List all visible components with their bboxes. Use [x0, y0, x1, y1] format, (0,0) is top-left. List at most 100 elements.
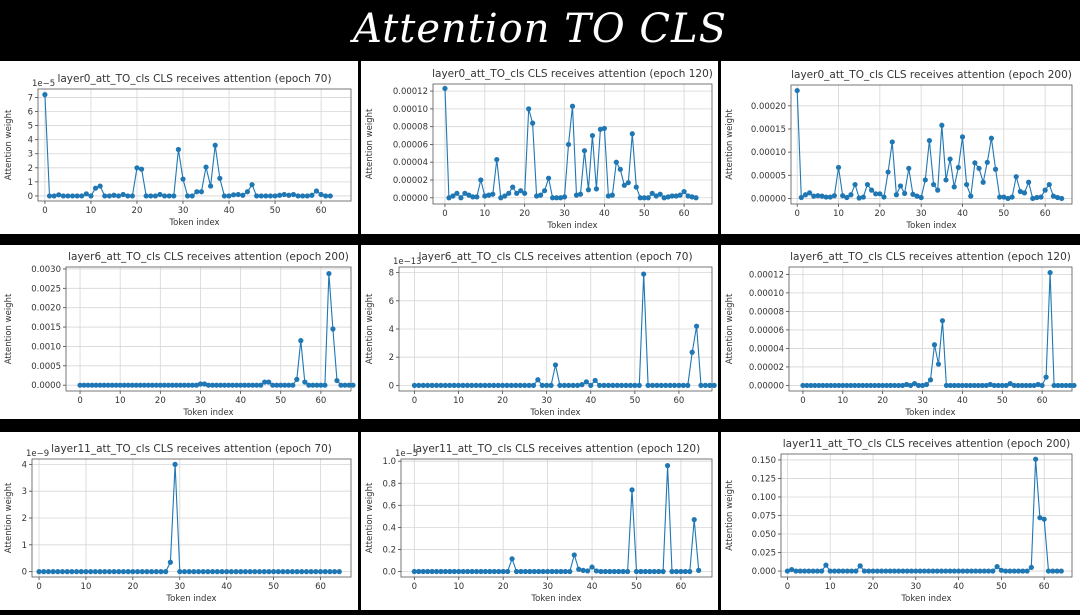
data-point — [129, 382, 135, 388]
data-point — [531, 568, 537, 575]
data-point — [627, 382, 634, 388]
data-point — [926, 137, 933, 144]
data-point — [1017, 188, 1023, 195]
data-point — [451, 568, 457, 575]
x-tick-label: 10 — [115, 396, 126, 406]
data-point — [864, 382, 870, 389]
y-tick-label: 0.8 — [382, 479, 396, 489]
data-point — [913, 568, 919, 574]
data-point — [274, 382, 280, 388]
data-point — [125, 569, 131, 575]
data-point — [991, 382, 997, 389]
y-tick-label: 0.0000 — [31, 381, 61, 391]
data-point — [210, 569, 216, 575]
data-point — [157, 382, 163, 388]
data-point — [69, 569, 75, 575]
data-point — [1023, 382, 1029, 389]
data-point — [438, 382, 444, 388]
data-point — [486, 382, 492, 388]
data-point — [794, 87, 800, 94]
y-tick-label: 4 — [389, 325, 394, 335]
data-point — [819, 568, 825, 574]
x-tick-label: 40 — [235, 396, 246, 406]
data-point — [205, 569, 211, 575]
data-point — [994, 564, 1000, 570]
data-point — [536, 568, 542, 575]
x-tick-label: 60 — [315, 396, 326, 406]
data-point — [197, 381, 204, 387]
data-point — [181, 382, 188, 388]
data-point — [943, 568, 949, 574]
x-tick-label: 0 — [77, 396, 82, 406]
data-point — [473, 382, 479, 388]
data-point — [910, 191, 916, 197]
x-tick-label: 40 — [221, 582, 232, 592]
x-tick-label: 0 — [800, 396, 805, 406]
x-tick-label: 10 — [453, 582, 464, 592]
data-point — [557, 382, 563, 388]
data-point — [446, 195, 452, 201]
data-point — [1026, 179, 1032, 185]
y-tick-label: 4 — [28, 136, 33, 146]
data-point — [685, 382, 691, 388]
y-tick-label: 0.00000 — [751, 194, 786, 204]
y-tick-label: 0.00008 — [749, 307, 784, 317]
data-point — [814, 568, 820, 574]
data-point — [186, 569, 192, 575]
data-point — [530, 120, 536, 126]
data-point — [889, 139, 895, 145]
axes-frame — [37, 88, 352, 202]
data-point — [478, 568, 484, 575]
data-point — [592, 377, 598, 384]
data-point — [977, 568, 983, 574]
data-point — [976, 165, 982, 171]
y-tick-label: 3 — [22, 487, 27, 497]
data-point — [676, 382, 682, 388]
data-point — [931, 342, 938, 348]
data-point — [285, 569, 291, 575]
data-point — [1034, 194, 1040, 201]
data-point — [254, 382, 260, 388]
series-line — [44, 94, 331, 197]
chart-panel-layer11-epoch70: layer11_att_TO_cls CLS receives attentio… — [0, 432, 358, 610]
data-point — [784, 568, 791, 574]
chart-title: layer11_att_TO_cls CLS receives attentio… — [51, 443, 332, 455]
data-point — [244, 189, 251, 195]
data-point — [891, 568, 898, 574]
data-point — [990, 568, 996, 574]
data-point — [299, 569, 305, 575]
data-point — [120, 191, 126, 198]
data-point — [985, 568, 992, 574]
data-point — [1045, 568, 1052, 574]
chart-panel-layer6-epoch120: layer6_att_TO_cls CLS receives attention… — [721, 245, 1080, 419]
chart-title: layer0_att_TO_cls CLS receives attention… — [432, 68, 713, 80]
data-point — [1043, 374, 1049, 380]
data-point — [88, 193, 94, 199]
axes-frame — [788, 266, 1073, 392]
y-axis-label: Attention weight — [725, 293, 735, 364]
y-tick-label: 0 — [389, 381, 394, 391]
y-tick-label: 0.00008 — [393, 123, 428, 133]
data-point — [824, 382, 830, 389]
data-point — [1033, 456, 1039, 462]
data-point — [964, 568, 970, 574]
data-point — [831, 193, 837, 199]
data-point — [534, 193, 540, 199]
axes-frame — [400, 458, 713, 578]
series-line — [80, 273, 353, 386]
data-point — [573, 192, 580, 198]
data-point — [246, 382, 252, 388]
data-point — [1035, 381, 1041, 388]
data-point — [878, 568, 885, 574]
data-point — [106, 193, 112, 199]
x-tick-label: 50 — [631, 582, 642, 592]
data-point — [951, 382, 958, 389]
chart-title: layer6_att_TO_cls CLS receives attention… — [418, 251, 692, 263]
data-point — [934, 568, 940, 574]
data-point — [856, 382, 862, 389]
y-tick-label: 2 — [389, 353, 394, 363]
data-point — [1059, 382, 1065, 389]
data-point — [330, 326, 336, 332]
chart-panel-layer0-epoch120: layer0_att_TO_cls CLS receives attention… — [361, 61, 718, 234]
data-point — [849, 568, 855, 574]
